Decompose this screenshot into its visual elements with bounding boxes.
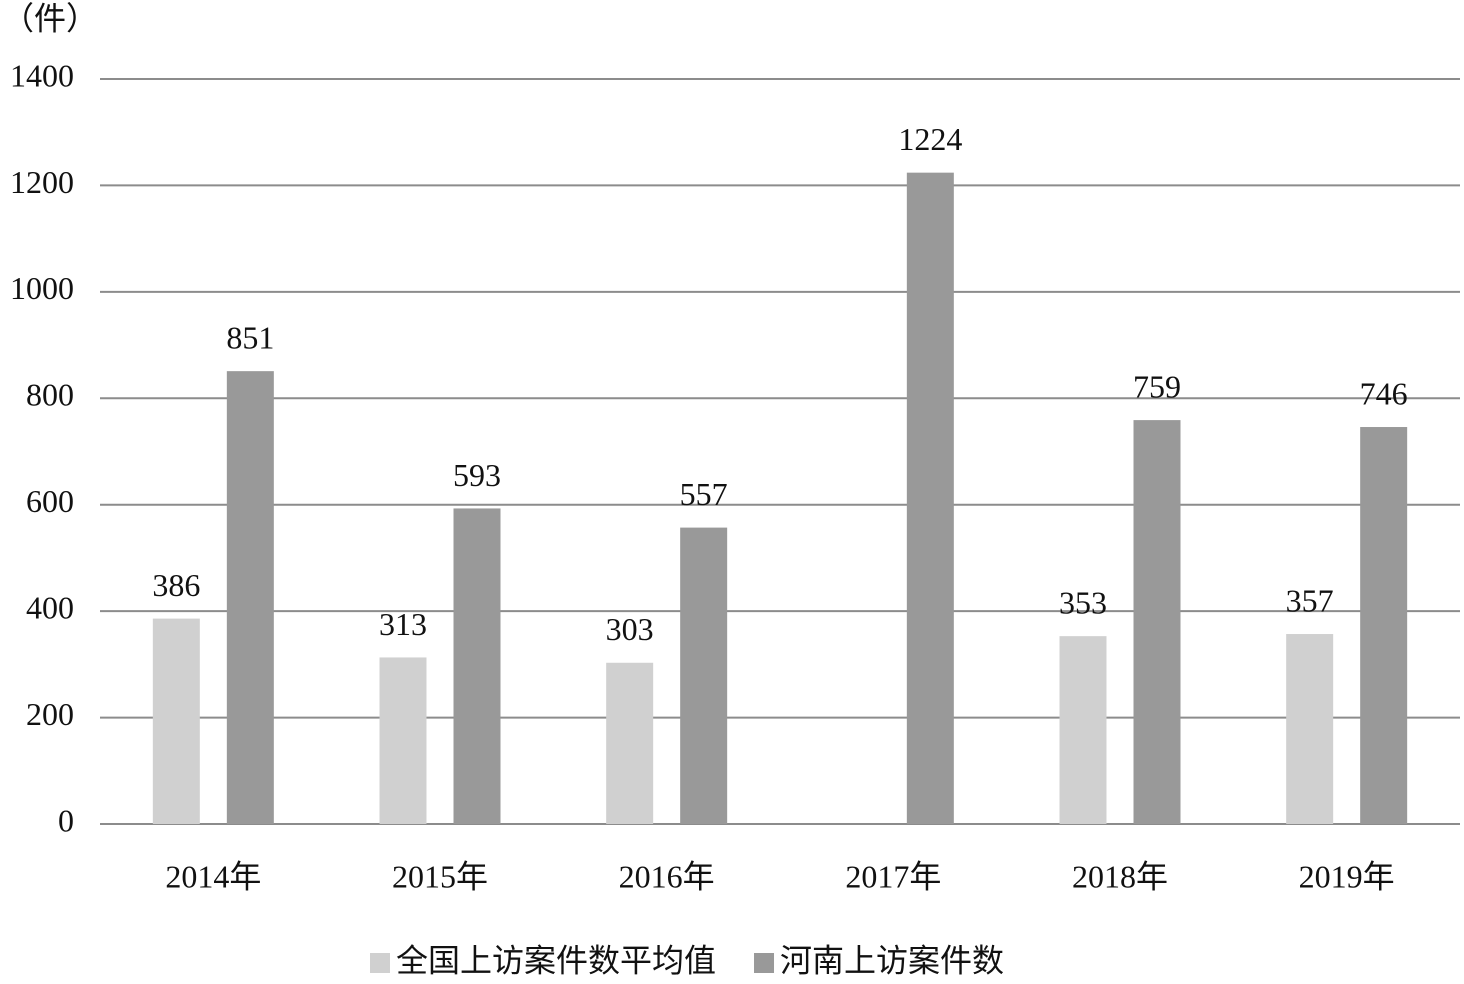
bar bbox=[453, 508, 501, 824]
y-tick-label: 1000 bbox=[10, 270, 74, 306]
data-label: 851 bbox=[226, 319, 274, 355]
data-label: 313 bbox=[379, 606, 427, 642]
x-tick-label: 2014年 bbox=[165, 858, 261, 894]
x-tick-label: 2016年 bbox=[619, 858, 715, 894]
data-label: 593 bbox=[453, 457, 501, 493]
bar bbox=[1286, 634, 1334, 824]
bar bbox=[680, 527, 728, 824]
bar bbox=[379, 657, 427, 824]
bar bbox=[1059, 636, 1107, 824]
legend-label: 河南上访案件数 bbox=[780, 942, 1004, 978]
y-tick-label: 1400 bbox=[10, 57, 74, 93]
data-label: 759 bbox=[1133, 368, 1181, 404]
bar bbox=[906, 172, 954, 824]
y-tick-label: 200 bbox=[26, 696, 74, 732]
x-tick-label: 2019年 bbox=[1299, 858, 1395, 894]
legend-label: 全国上访案件数平均值 bbox=[396, 942, 716, 978]
bar bbox=[152, 618, 200, 824]
bar bbox=[606, 662, 654, 824]
bar bbox=[1133, 420, 1181, 824]
legend-swatch bbox=[370, 953, 390, 973]
y-tick-label: 800 bbox=[26, 377, 74, 413]
data-label: 746 bbox=[1360, 375, 1408, 411]
data-label: 353 bbox=[1059, 584, 1107, 620]
data-label: 386 bbox=[152, 567, 200, 603]
x-tick-label: 2018年 bbox=[1072, 858, 1168, 894]
data-label: 303 bbox=[606, 611, 654, 647]
y-tick-label: 1200 bbox=[10, 164, 74, 200]
data-label: 1224 bbox=[898, 121, 962, 157]
x-tick-label: 2015年 bbox=[392, 858, 488, 894]
bar bbox=[226, 371, 274, 824]
y-tick-label: 400 bbox=[26, 589, 74, 625]
data-label: 557 bbox=[680, 476, 728, 512]
x-tick-label: 2017年 bbox=[845, 858, 941, 894]
y-axis-label: （件） bbox=[2, 0, 98, 36]
data-label: 357 bbox=[1286, 582, 1334, 618]
legend-swatch bbox=[754, 953, 775, 973]
y-tick-label: 0 bbox=[58, 802, 74, 838]
y-tick-label: 600 bbox=[26, 483, 74, 519]
bar bbox=[1360, 427, 1408, 824]
